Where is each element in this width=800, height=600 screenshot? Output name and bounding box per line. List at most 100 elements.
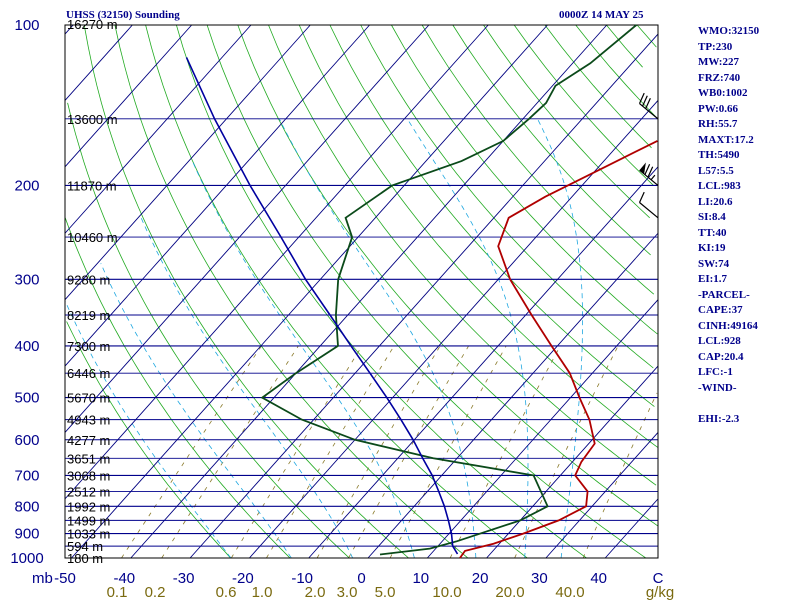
temperature-tick-label: -50 [54,570,76,587]
height-label: 5670 m [67,391,110,406]
wind-barb-flag [638,191,645,203]
mixing-ratio-tick-label: 0.2 [145,584,166,600]
height-label: 11870 m [67,178,117,193]
height-label: 1992 m [67,499,110,514]
dry-adiabat [636,24,657,48]
valid-time: 0000Z 14 MAY 25 [559,9,644,21]
wind-barb-flag [645,98,651,109]
pressure-tick-label: 700 [14,467,39,484]
isotherm [308,166,659,559]
mixing-ratio-tick-label: g/kg [646,584,674,600]
height-label: 1499 m [67,513,110,528]
dry-adiabat [237,24,658,527]
wind-barb-flag [638,92,645,104]
height-label: 180 m [67,551,103,566]
index-item: LFC:-1 [698,366,733,378]
index-item: LCL:983 [698,180,741,192]
diagram-grid [64,24,659,559]
mixing-ratio-tick-label: 40.0 [555,584,584,600]
moist-adiabat [64,301,232,559]
index-item: PW:0.66 [698,102,739,115]
isotherm [249,100,659,559]
stability-indices-panel: WMO:32150 TP:230 MW:227 FRZ:740 WB0:1002 PW:0… [698,24,759,427]
moist-adiabat [279,118,477,559]
isotherm [64,24,430,433]
pressure-tick-label: 600 [14,432,39,449]
parcel-line [185,57,459,555]
height-label: 594 m [67,539,103,554]
temperature-line [459,140,658,559]
dry-adiabat [268,24,657,486]
wind-barb-flag [647,166,654,178]
dry-adiabat [544,24,652,149]
height-label: 9280 m [67,272,110,287]
pressure-tick-label: 800 [14,498,39,515]
isotherm [64,24,370,367]
index-item: L57:5.5 [698,164,734,177]
isotherm [130,24,608,559]
temperature-tick-label: C [653,570,664,587]
isotherm [64,24,193,168]
index-item: EHI:-2.3 [698,412,740,425]
height-label: 3068 m [67,468,110,483]
temperature-tick-label: -10 [291,570,313,587]
dry-adiabat [391,24,658,335]
wind-barb-flag [642,95,648,107]
wind-barbs [638,92,659,219]
dry-adiabat [64,217,291,559]
temperature-tick-label: 10 [412,570,429,587]
height-label-top: 16270 m [67,17,118,32]
height-label: 10460 m [67,230,118,245]
pressure-tick-label: 500 [14,390,39,407]
pressure-tick-label: 1000 [10,550,43,567]
index-item: WB0:1002 [698,87,748,99]
index-item: RH:55.7 [698,118,738,130]
isotherm [545,432,659,559]
dry-adiabat [360,24,654,369]
mixing-ratio-tick-label: 20.0 [495,584,524,600]
mixing-ratio-tick-label: 2.0 [305,584,326,600]
index-item: TP:230 [698,40,733,53]
isotherm [64,24,252,234]
mixing-ratio-tick-label: 1.0 [252,584,273,600]
moist-adiabat [406,118,529,559]
index-item: -WIND- [698,381,737,394]
index-item: MW:227 [698,56,739,68]
mixing-ratio-tick-label: 10.0 [432,584,461,600]
index-item: SI:8.4 [698,211,726,223]
isotherm [64,24,74,35]
moist-adiabat [100,263,292,559]
index-item: CAP:20.4 [698,350,744,363]
index-item: TT:40 [698,226,727,239]
pressure-tick-label: 300 [14,271,39,288]
wind-barb-pennant [639,162,646,174]
wind-barb-staff [639,202,659,219]
wind-barb-half [650,174,656,181]
height-label: 3651 m [67,451,110,466]
dry-adiabat [421,24,655,295]
index-item: CINH:49164 [698,319,758,332]
dewpoint-line [260,24,637,556]
height-label: 8219 m [67,308,110,323]
dry-adiabat [66,321,231,559]
height-label: 1033 m [67,527,110,542]
wind-barb-flag [644,163,651,175]
height-label: 6446 m [67,366,110,381]
index-item: EI:1.7 [698,273,728,285]
height-label: 13600 m [67,112,118,127]
moist-adiabat [192,160,415,559]
dry-adiabat [67,102,350,559]
dry-adiabat [298,24,658,448]
dry-adiabat [483,24,650,219]
temperature-tick-label: -40 [113,570,135,587]
pressure-tick-label: 100 [14,17,39,34]
index-item: LI:20.6 [698,195,733,208]
isotherm [64,24,311,300]
index-item: WMO:32150 [698,25,760,37]
temperature-tick-label: -20 [232,570,254,587]
index-item: TH:5490 [698,149,740,161]
index-item: FRZ:740 [698,71,741,84]
pressure-unit-label: mb [32,570,53,587]
mixing-ratio-tick-label: 0.6 [216,584,237,600]
